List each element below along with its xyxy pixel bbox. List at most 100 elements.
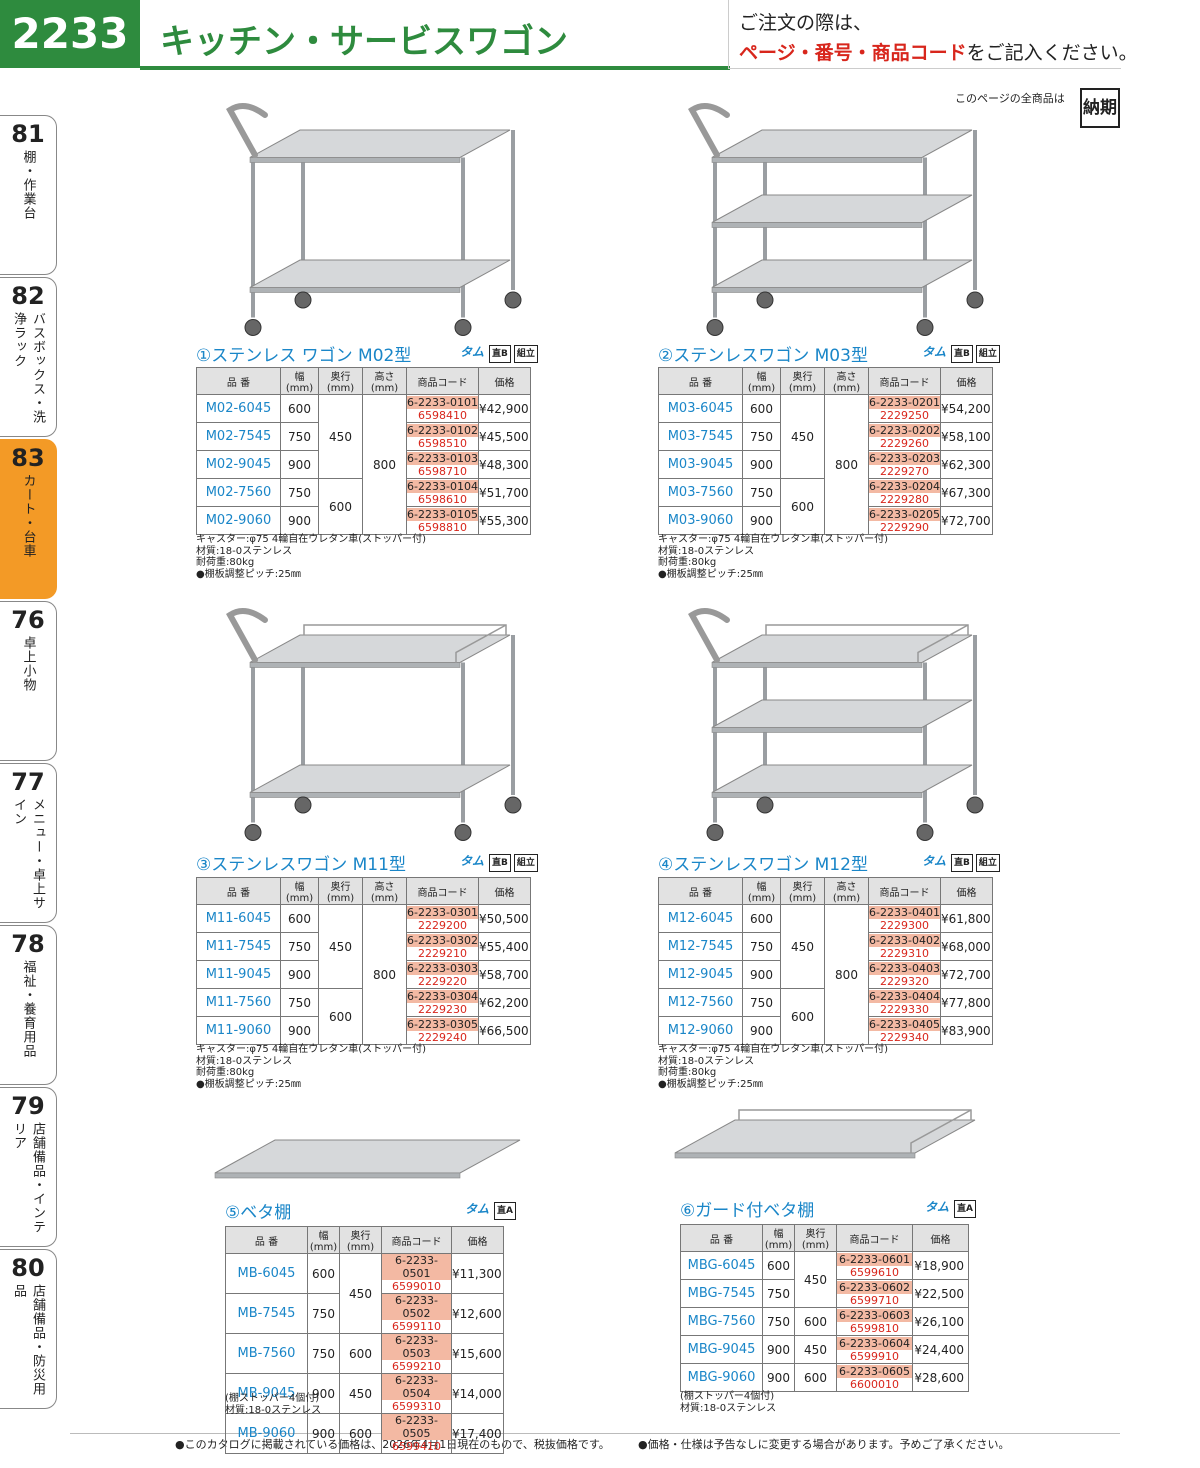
data-row: M02-9060 900 6-2233-0105 6598810 ¥55,300 xyxy=(196,506,531,535)
code-cell: 6-2233-0602 6599710 xyxy=(836,1279,913,1308)
code-cell: 6-2233-0405 2229340 xyxy=(868,1016,941,1045)
item-number: M03-7560 xyxy=(658,478,743,507)
price: ¥62,200 xyxy=(478,988,531,1017)
header-cell: 価格 xyxy=(478,877,531,905)
spec-cell: 450 xyxy=(339,1373,382,1414)
availability-note: このページの全商品は xyxy=(955,92,1065,105)
data-row: M11-6045 600 450 800 6-2233-0301 2229200 ¥50,5… xyxy=(196,904,531,1045)
illustration-part xyxy=(504,796,522,814)
header-cell: 価格 xyxy=(478,367,531,395)
jan-code: 2229310 xyxy=(880,946,929,960)
tab-label: 福祉・養育用品 xyxy=(20,960,36,1058)
product-code: 6-2233-0505 xyxy=(382,1414,451,1440)
product-title: ④ステンレスワゴン M12型 xyxy=(658,855,868,875)
header-row: 品 番幅(mm) 奥行(mm) 商品コード 価格 xyxy=(680,1224,969,1252)
spec-cell: 750 xyxy=(762,1279,795,1308)
illustration-part xyxy=(711,157,923,163)
jan-code: 2229240 xyxy=(418,1030,467,1044)
illustration-part xyxy=(711,129,973,158)
product-icon: 組立 xyxy=(975,345,1000,363)
tab-label: 卓上小物 xyxy=(20,636,36,692)
jan-code: 2229300 xyxy=(880,918,929,932)
notes: キャスター:φ75 4輪自在ウレタン車(ストッパー付) 材質:18-0ステンレス耐… xyxy=(658,1044,888,1090)
data-row: M02-9045 900 6-2233-0103 6598710 ¥48,300 xyxy=(196,450,531,479)
code-cell: 6-2233-0604 6599910 xyxy=(836,1335,913,1364)
code-cell: 6-2233-0304 2229230 xyxy=(406,988,479,1017)
illustration-part xyxy=(214,1172,461,1179)
spec-cell: 750 xyxy=(742,932,781,961)
note: 材質:18-0ステンレス xyxy=(225,1404,322,1416)
price: ¥68,000 xyxy=(940,932,993,961)
illustration-part xyxy=(917,624,969,663)
price: ¥67,300 xyxy=(940,478,993,507)
note: (棚ストッパー4個付) xyxy=(225,1393,320,1404)
item-number: M02-7545 xyxy=(196,422,281,451)
code-cell: 6-2233-0404 2229330 xyxy=(868,988,941,1017)
product-icon: 直B xyxy=(489,854,511,872)
illustration-part xyxy=(711,634,973,663)
illustration-part xyxy=(711,287,923,293)
code-cell: 6-2233-0204 2229280 xyxy=(868,478,941,507)
jan-code: 6599410 xyxy=(392,1440,441,1453)
spec-cell: 450 xyxy=(794,1335,837,1364)
item-number: M02-9045 xyxy=(196,450,281,479)
spec-cell: 450 xyxy=(780,904,825,989)
illustration-part xyxy=(706,824,724,841)
code-cell: 6-2233-0401 2229300 xyxy=(868,904,941,933)
header-cell: 価格 xyxy=(912,1224,969,1252)
data-row: M02-6045 600 450 800 6-2233-0101 6598410 ¥42,9… xyxy=(196,394,531,535)
data-row: M03-7545 750 6-2233-0202 2229260 ¥58,100 xyxy=(658,422,993,451)
price: ¥72,700 xyxy=(940,960,993,989)
price: ¥58,700 xyxy=(478,960,531,989)
product-code: 6-2233-0303 xyxy=(407,961,478,975)
illustration-part xyxy=(916,319,934,336)
notice-rest: をご記入ください。 xyxy=(966,42,1138,64)
spec-cell: 600 xyxy=(307,1253,340,1294)
illustration-part xyxy=(294,291,312,309)
product-icons: タム 直B 組立 xyxy=(917,850,1000,872)
illustration-part xyxy=(765,624,969,635)
header-cell: 奥行(mm) xyxy=(794,1224,837,1252)
price: ¥83,900 xyxy=(940,1016,993,1045)
jan-code: 6598610 xyxy=(418,492,467,506)
spec-cell: 600 xyxy=(742,394,781,423)
header-cell: 奥行(mm) xyxy=(318,367,363,395)
spec-cell: 900 xyxy=(762,1363,795,1392)
illustration-part xyxy=(454,824,472,841)
jan-code: 2229270 xyxy=(880,464,929,478)
spec-cell: 900 xyxy=(762,1335,795,1364)
code-cell: 6-2233-0403 2229320 xyxy=(868,960,941,989)
note: 耐荷重:80kg xyxy=(658,557,717,568)
price: ¥42,900 xyxy=(478,394,531,423)
illustration-part xyxy=(226,103,268,158)
spec-cell: 900 xyxy=(742,1016,781,1045)
item-number: M03-7545 xyxy=(658,422,743,451)
jan-code: 2229230 xyxy=(418,1002,467,1016)
jan-code: 6598510 xyxy=(418,436,467,450)
data-row: M12-7545 750 6-2233-0402 2229310 ¥68,000 xyxy=(658,932,993,961)
code-cell: 6-2233-0504 6599310 xyxy=(381,1373,452,1414)
illustration-part xyxy=(966,291,984,309)
spec-cell: 450 xyxy=(794,1251,837,1308)
tab-number: 83 xyxy=(11,444,45,472)
product-icons: タム 直A xyxy=(460,1198,516,1220)
side-tab: 79 店舗備品・インテリア xyxy=(0,1087,57,1247)
product-icon: 直A xyxy=(954,1200,976,1218)
price: ¥66,500 xyxy=(478,1016,531,1045)
illustration-part xyxy=(504,291,522,309)
product-code: 6-2233-0502 xyxy=(382,1294,451,1320)
price: ¥22,500 xyxy=(912,1279,969,1308)
code-cell: 6-2233-0605 6600010 xyxy=(836,1363,913,1392)
illustration-part xyxy=(249,287,461,293)
product-icon: タム xyxy=(460,854,485,868)
item-number: MBG-9045 xyxy=(680,1335,763,1364)
header-cell: 幅(mm) xyxy=(307,1226,340,1254)
jan-code: 6599310 xyxy=(392,1400,441,1413)
item-number: M03-9060 xyxy=(658,506,743,535)
illustration-part xyxy=(226,608,268,663)
item-number: MB-7545 xyxy=(225,1293,308,1334)
price: ¥55,300 xyxy=(478,506,531,535)
product-icons: タム 直B 組立 xyxy=(455,341,538,363)
notes: (棚ストッパー4個付) 材質:18-0ステンレス xyxy=(225,1393,321,1416)
